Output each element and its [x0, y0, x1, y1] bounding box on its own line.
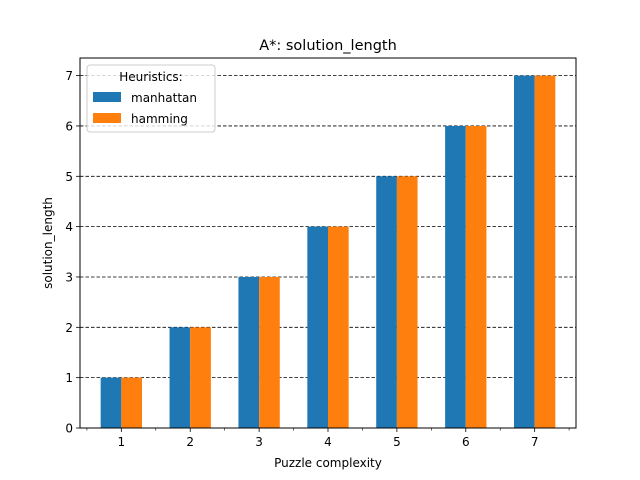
- y-axis: 0 1 2 3 4 5 6 7: [65, 69, 80, 436]
- y-axis-label: solution_length: [41, 197, 55, 289]
- bar-hamming-3: [259, 276, 280, 428]
- y-tick-label: 0: [65, 422, 73, 436]
- bar-manhattan-5: [376, 176, 397, 428]
- chart-title: A*: solution_length: [259, 38, 397, 54]
- bar-manhattan-2: [169, 327, 191, 428]
- bar-hamming-5: [396, 176, 418, 428]
- x-tick-label: 4: [324, 435, 332, 449]
- bar-manhattan-1: [100, 377, 122, 428]
- legend-swatch-manhattan: [93, 92, 121, 102]
- bar-manhattan-3: [238, 276, 260, 428]
- bar-manhattan-4: [307, 226, 328, 428]
- bar-hamming-1: [121, 377, 142, 428]
- x-tick-label: 6: [462, 435, 470, 449]
- x-tick-label: 1: [118, 435, 126, 449]
- legend-swatch-hamming: [93, 113, 121, 123]
- bar-hamming-2: [190, 327, 211, 428]
- y-tick-label: 3: [65, 270, 73, 284]
- legend-label-manhattan: manhattan: [131, 91, 197, 105]
- y-tick-label: 7: [65, 69, 73, 83]
- legend-title: Heuristics:: [119, 70, 182, 84]
- bar-hamming-7: [534, 75, 556, 428]
- bar-hamming-6: [465, 125, 487, 429]
- bars: [100, 75, 556, 429]
- x-axis-label: Puzzle complexity: [274, 456, 382, 470]
- bar-manhattan-7: [514, 75, 535, 428]
- legend-label-hamming: hamming: [131, 112, 188, 126]
- bar-hamming-4: [328, 226, 349, 428]
- y-tick-label: 2: [65, 321, 73, 335]
- y-tick-label: 1: [65, 371, 73, 385]
- bar-manhattan-6: [445, 125, 466, 429]
- x-tick-label: 7: [531, 435, 539, 449]
- y-tick-label: 4: [65, 220, 73, 234]
- y-tick-label: 5: [65, 170, 73, 184]
- x-tick-label: 3: [255, 435, 263, 449]
- y-tick-label: 6: [65, 119, 73, 133]
- x-tick-label: 2: [186, 435, 194, 449]
- legend: Heuristics: manhattan hamming: [86, 64, 216, 133]
- x-axis: 1 2 3 4 5 6 7: [86, 428, 570, 449]
- x-tick-label: 5: [393, 435, 401, 449]
